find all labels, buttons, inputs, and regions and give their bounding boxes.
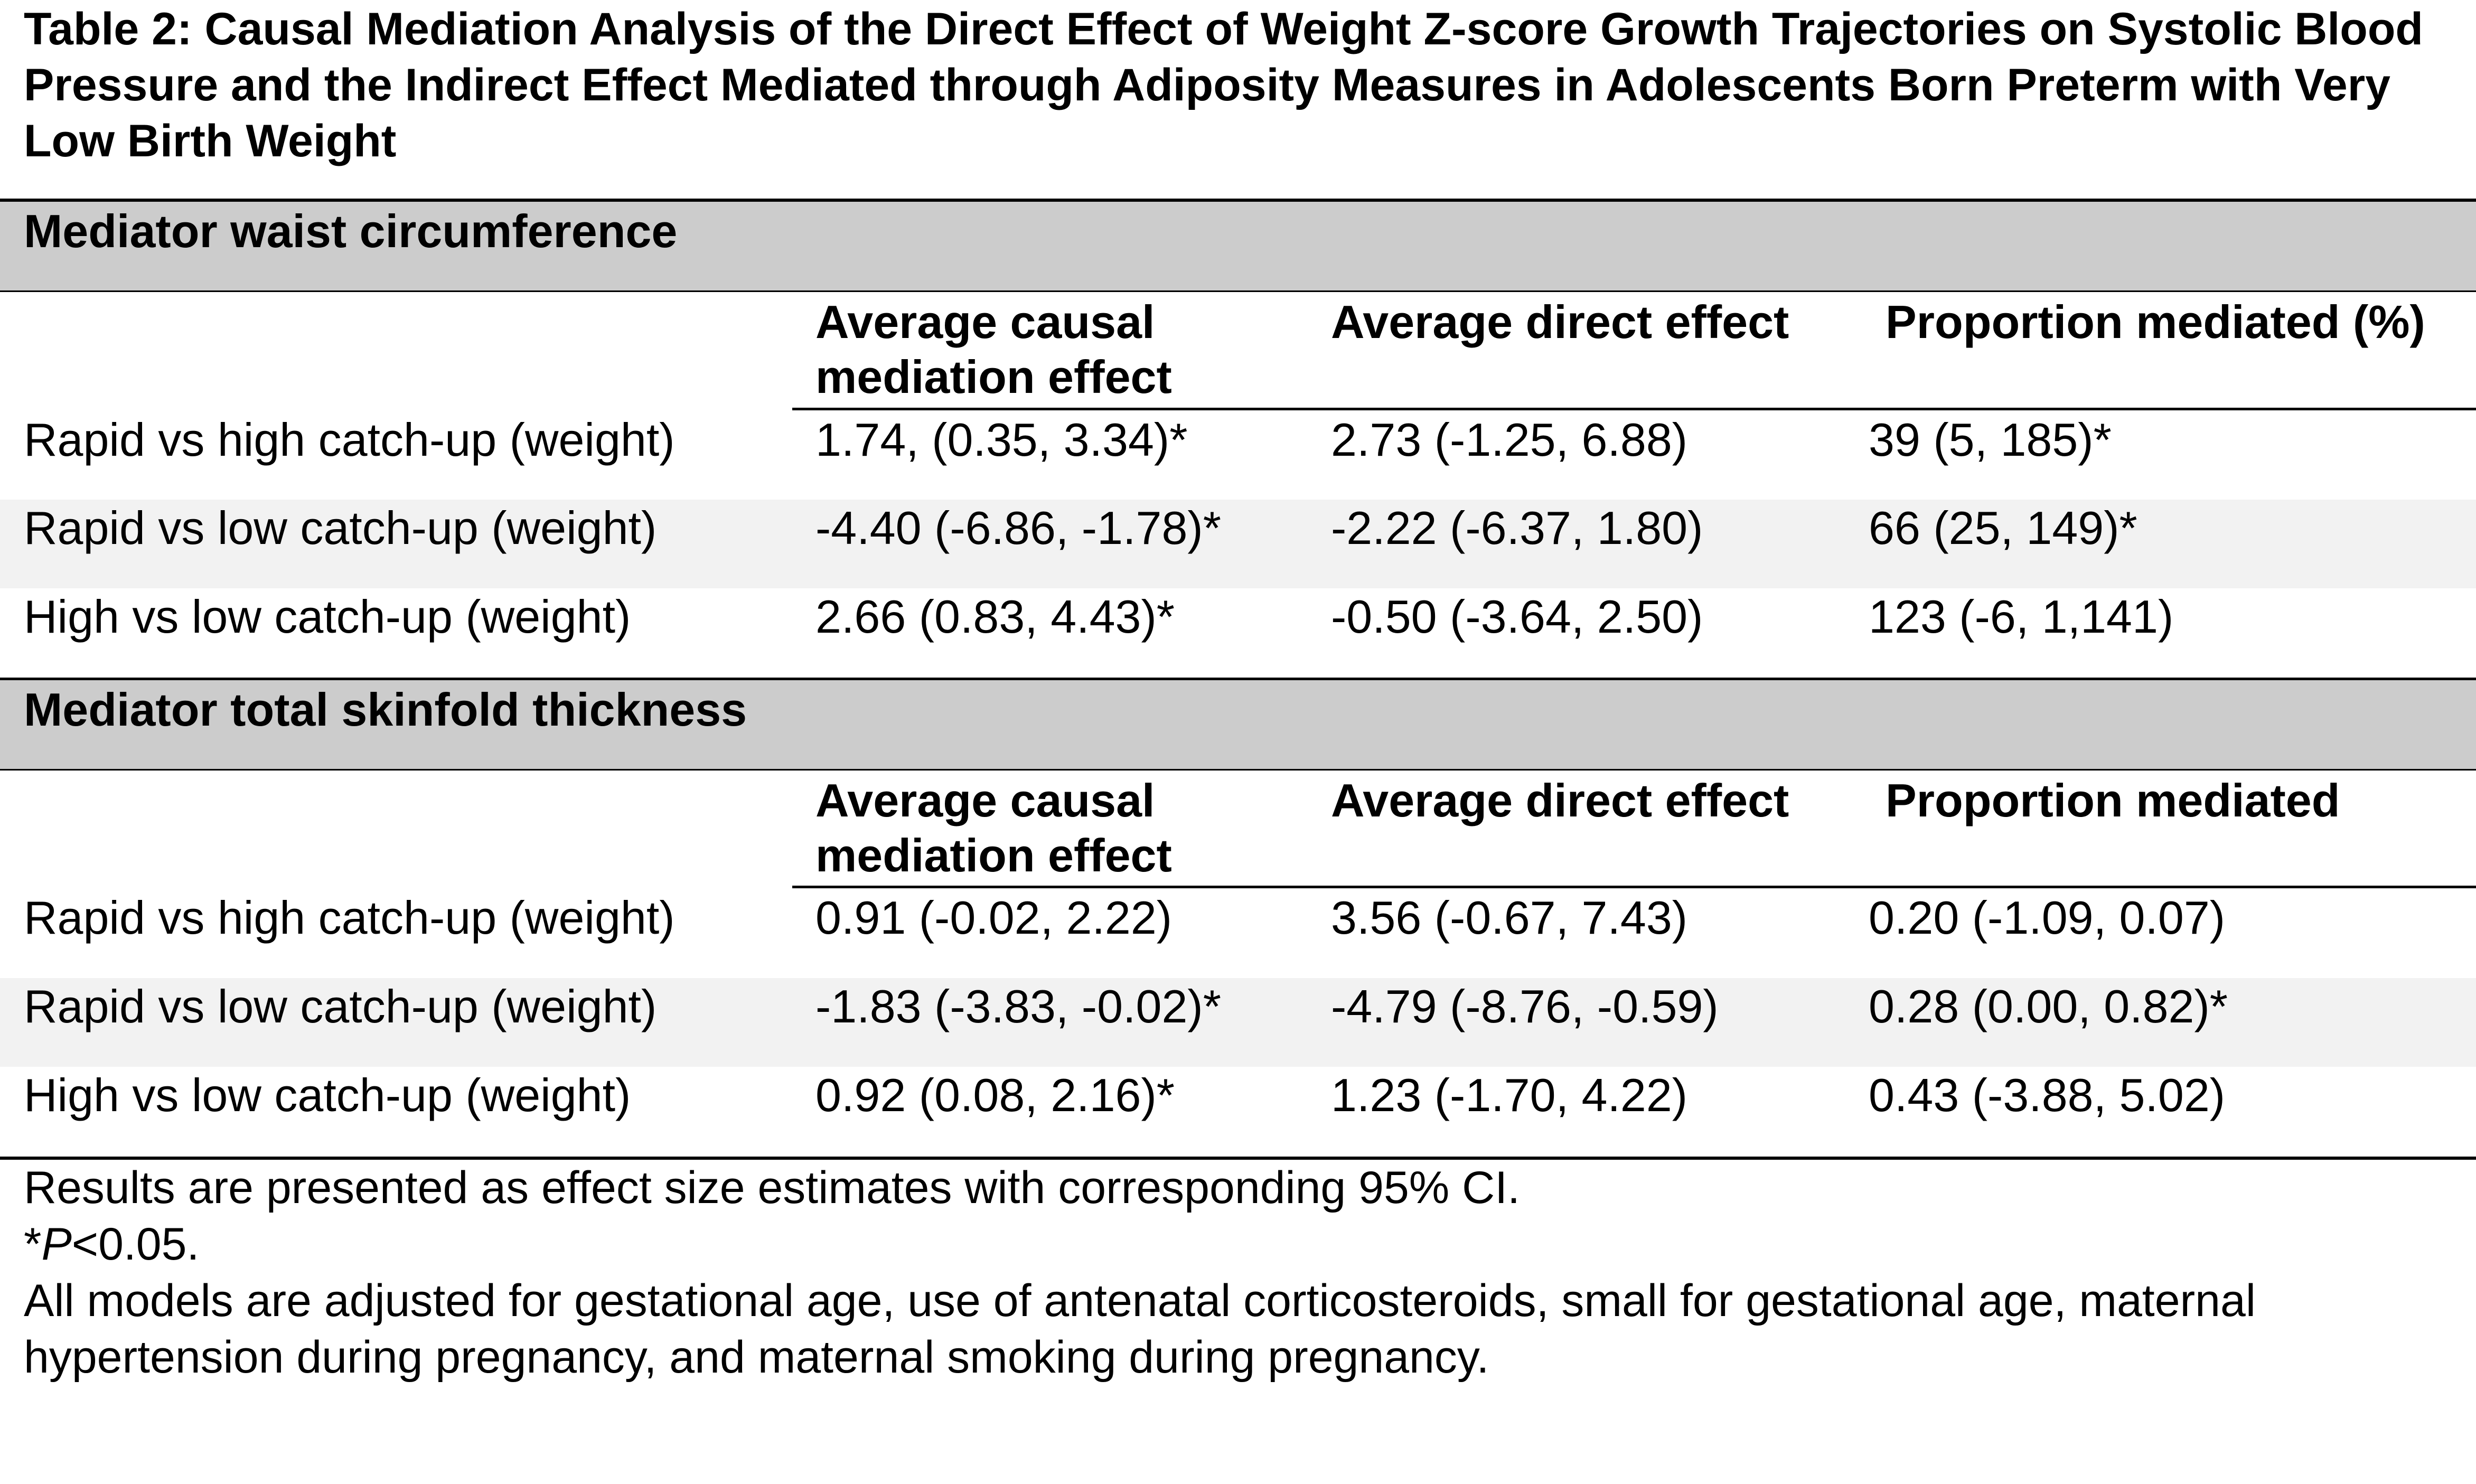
row-label: High vs low catch-up (weight)	[24, 590, 631, 643]
section-rule	[0, 678, 2476, 680]
section-rule	[0, 769, 2476, 771]
column-header-acme: Average causal mediation effect	[815, 296, 1172, 403]
ade-value: -4.79 (-8.76, -0.59)	[1331, 980, 1719, 1032]
footnote-ci: Results are presented as effect size est…	[24, 1162, 1521, 1213]
header-underline	[792, 408, 2476, 410]
header-underline	[792, 886, 2476, 888]
section-label: Mediator waist circumference	[24, 205, 678, 257]
table-title: Table 2: Causal Mediation Analysis of th…	[24, 4, 2423, 166]
row-stripe	[0, 500, 2476, 588]
section-label: Mediator total skinfold thickness	[24, 683, 747, 736]
ade-value: 3.56 (-0.67, 7.43)	[1331, 891, 1688, 944]
section-band	[0, 202, 2476, 290]
column-header-proportion: Proportion mediated (%)	[1886, 296, 2425, 348]
section-band	[0, 680, 2476, 769]
footnote-p-symbol: P	[41, 1219, 72, 1270]
footnote-significance: *P<0.05.	[24, 1216, 2453, 1273]
row-label: Rapid vs high catch-up (weight)	[24, 891, 675, 944]
ade-value: -2.22 (-6.37, 1.80)	[1331, 502, 1703, 554]
proportion-value: 39 (5, 185)*	[1869, 414, 2112, 466]
proportion-value: 123 (-6, 1,141)	[1869, 590, 2174, 643]
row-label: Rapid vs low catch-up (weight)	[24, 502, 657, 554]
ade-value: 2.73 (-1.25, 6.88)	[1331, 414, 1688, 466]
footnote-threshold: <0.05.	[71, 1219, 200, 1270]
acme-value: 1.74, (0.35, 3.34)*	[815, 414, 1188, 466]
column-header-ade: Average direct effect	[1331, 296, 1789, 348]
row-label: Rapid vs high catch-up (weight)	[24, 414, 675, 466]
bottom-rule	[0, 1157, 2476, 1160]
footnote-adjustment: All models are adjusted for gestational …	[24, 1275, 2256, 1383]
acme-value: -4.40 (-6.86, -1.78)*	[815, 502, 1221, 554]
acme-value: 0.91 (-0.02, 2.22)	[815, 891, 1173, 944]
ade-value: 1.23 (-1.70, 4.22)	[1331, 1069, 1688, 1121]
row-label: Rapid vs low catch-up (weight)	[24, 980, 657, 1032]
acme-value: 0.92 (0.08, 2.16)*	[815, 1069, 1175, 1121]
proportion-value: 0.20 (-1.09, 0.07)	[1869, 891, 2226, 944]
top-rule	[0, 199, 2476, 202]
row-stripe	[0, 978, 2476, 1067]
proportion-value: 66 (25, 149)*	[1869, 502, 2137, 554]
table-footnotes: Results are presented as effect size est…	[24, 1160, 2453, 1386]
proportion-value: 0.28 (0.00, 0.82)*	[1869, 980, 2228, 1032]
acme-value: -1.83 (-3.83, -0.02)*	[815, 980, 1221, 1032]
ade-value: -0.50 (-3.64, 2.50)	[1331, 590, 1703, 643]
column-header-acme: Average causal mediation effect	[815, 774, 1172, 881]
proportion-value: 0.43 (-3.88, 5.02)	[1869, 1069, 2226, 1121]
footnote-star: *	[24, 1219, 42, 1270]
row-label: High vs low catch-up (weight)	[24, 1069, 631, 1121]
acme-value: 2.66 (0.83, 4.43)*	[815, 590, 1175, 643]
column-header-proportion: Proportion mediated	[1886, 774, 2340, 826]
column-header-ade: Average direct effect	[1331, 774, 1789, 826]
section-rule	[0, 290, 2476, 292]
